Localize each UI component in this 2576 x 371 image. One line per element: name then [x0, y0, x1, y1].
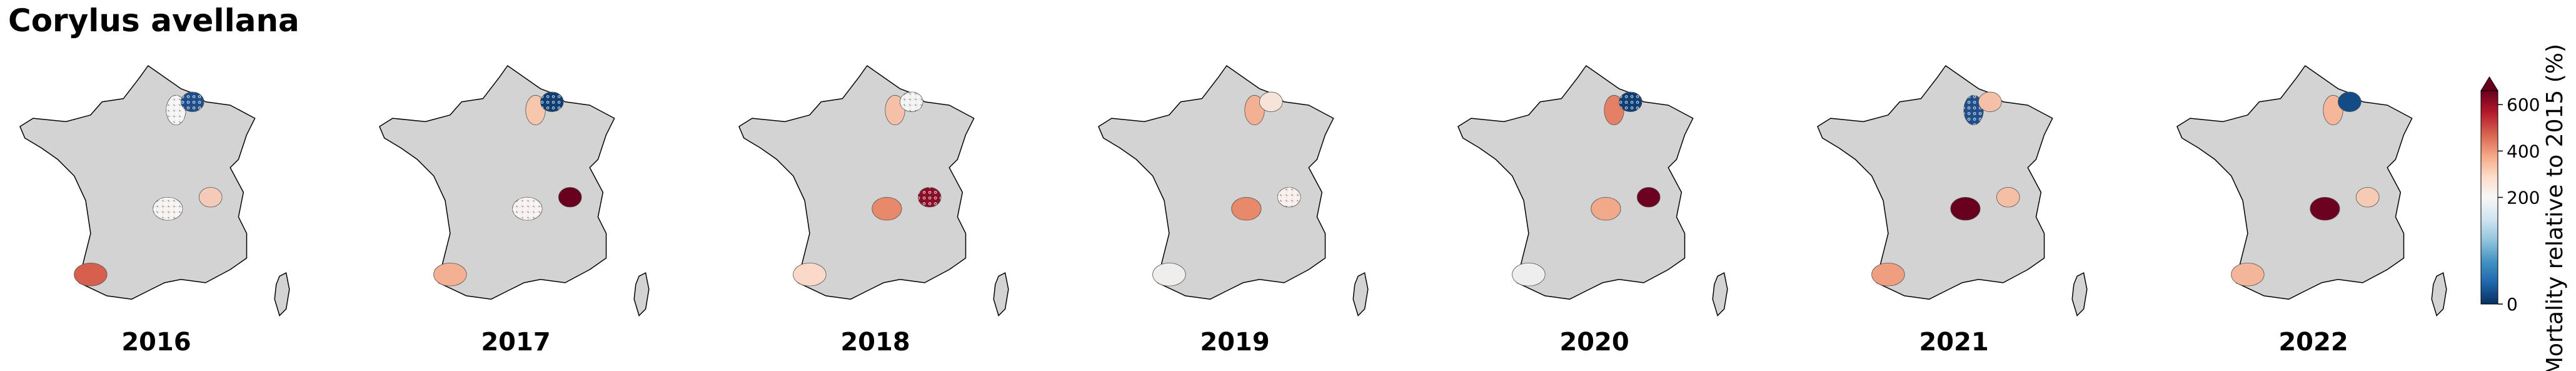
- island-outline: [2071, 272, 2088, 317]
- colorbar-extend: [2480, 76, 2498, 91]
- map-panel: [19, 65, 290, 317]
- colorbar-tick-label: 200: [2507, 188, 2540, 208]
- region-hatch: [900, 92, 923, 112]
- colorbar-tick-label: 600: [2507, 94, 2540, 115]
- country-outline: [2176, 65, 2413, 300]
- panel-year: 2021: [1919, 328, 1988, 357]
- map-panel: [2176, 65, 2447, 317]
- panel-year: 2019: [1200, 328, 1269, 357]
- country-outline: [1098, 65, 1334, 300]
- panel-year: 2016: [121, 328, 191, 357]
- colorbar-tick-label: 400: [2507, 141, 2540, 161]
- island-outline: [633, 272, 650, 317]
- region: [1259, 91, 1283, 112]
- region: [2355, 187, 2380, 208]
- map-panel: [738, 65, 1009, 317]
- island-outline: [1352, 272, 1369, 317]
- figure-title: Corylus avellana: [8, 3, 299, 39]
- region: [558, 187, 582, 208]
- region-hatch: [1619, 92, 1643, 112]
- region: [74, 262, 108, 287]
- region: [433, 262, 467, 287]
- region: [198, 187, 223, 208]
- country-outline: [1457, 65, 1694, 300]
- island-outline: [993, 272, 1009, 317]
- colorbar: [2480, 90, 2498, 305]
- region: [1231, 196, 1262, 221]
- region: [1996, 187, 2020, 208]
- region: [1591, 196, 1621, 221]
- region-hatch: [918, 187, 942, 208]
- country-outline: [379, 65, 615, 300]
- region: [1512, 262, 1546, 287]
- region: [1871, 262, 1905, 287]
- region: [2310, 196, 2340, 221]
- panel-year: 2022: [2278, 328, 2348, 357]
- region: [1950, 196, 1981, 221]
- region: [1978, 91, 2002, 112]
- region: [1636, 187, 1661, 208]
- region-hatch: [512, 197, 543, 221]
- region: [793, 262, 827, 287]
- map-panel: [1098, 65, 1369, 317]
- map-panel: [1457, 65, 1728, 317]
- map-panel: [1817, 65, 2088, 317]
- island-outline: [1712, 272, 1728, 317]
- colorbar-label: Mortality relative to 2015 (%): [2542, 44, 2568, 371]
- region: [872, 196, 902, 221]
- colorbar-tick-label: 0: [2507, 294, 2518, 315]
- country-outline: [19, 65, 256, 300]
- region: [2338, 91, 2362, 112]
- panel-year: 2020: [1559, 328, 1629, 357]
- panel-year: 2017: [481, 328, 550, 357]
- region-hatch: [181, 92, 204, 112]
- country-outline: [738, 65, 975, 300]
- map-panel: [379, 65, 650, 317]
- region-hatch: [540, 92, 564, 112]
- region-hatch: [1277, 187, 1301, 208]
- island-outline: [2431, 272, 2447, 317]
- country-outline: [1817, 65, 2053, 300]
- region: [1152, 262, 1186, 287]
- island-outline: [274, 272, 290, 317]
- region: [2231, 262, 2265, 287]
- panel-year: 2018: [840, 328, 910, 357]
- region-hatch: [153, 197, 183, 221]
